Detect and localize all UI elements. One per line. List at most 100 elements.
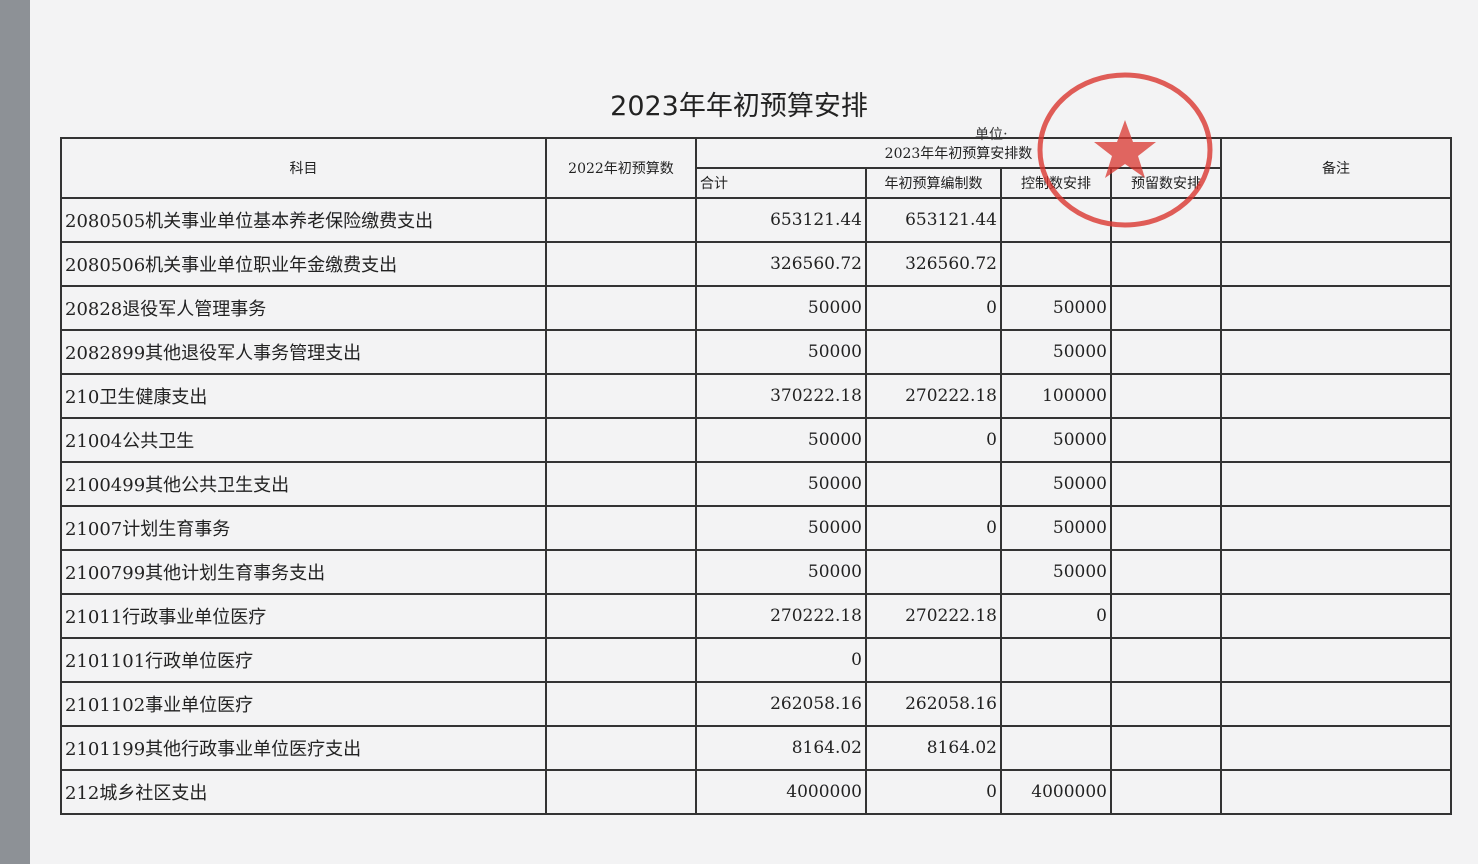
amount-cell: [545, 681, 697, 727]
amount-cell: 270222.18: [865, 373, 1002, 419]
amount-cell: [1220, 681, 1452, 727]
amount-cell: [1220, 241, 1452, 287]
subject-cell: 2080506机关事业单位职业年金缴费支出: [60, 241, 547, 287]
amount-cell: [1110, 593, 1222, 639]
amount-cell: [1110, 373, 1222, 419]
amount-cell: [1110, 505, 1222, 551]
amount-cell: 4000000: [1000, 769, 1112, 815]
amount-cell: 50000: [1000, 329, 1112, 375]
amount-cell: 653121.44: [865, 197, 1002, 243]
table-row: 21007计划生育事务 50000 0 50000: [60, 505, 1452, 551]
table-row: 2100799其他计划生育事务支出 50000 50000: [60, 549, 1452, 595]
amount-cell: 50000: [1000, 549, 1112, 595]
amount-cell: [1000, 637, 1112, 683]
table-row: 20828退役军人管理事务 50000 0 50000: [60, 285, 1452, 331]
amount-cell: [1220, 725, 1452, 771]
amount-cell: [865, 329, 1002, 375]
table-row: 2101199其他行政事业单位医疗支出 8164.02 8164.02: [60, 725, 1452, 771]
amount-cell: 50000: [1000, 505, 1112, 551]
amount-cell: [1110, 549, 1222, 595]
amount-cell: [1110, 725, 1222, 771]
amount-cell: [545, 505, 697, 551]
amount-cell: [1220, 373, 1452, 419]
amount-cell: [545, 285, 697, 331]
amount-cell: 50000: [695, 505, 867, 551]
amount-cell: 0: [695, 637, 867, 683]
table-row: 2080505机关事业单位基本养老保险缴费支出 653121.44 653121.4…: [60, 197, 1452, 243]
amount-cell: 0: [865, 285, 1002, 331]
amount-cell: [545, 373, 697, 419]
subject-cell: 210卫生健康支出: [60, 373, 547, 419]
table-row: 210卫生健康支出 370222.18 270222.18 100000: [60, 373, 1452, 419]
amount-cell: [1220, 461, 1452, 507]
table-row: 2080506机关事业单位职业年金缴费支出 326560.72 326560.72: [60, 241, 1452, 287]
amount-cell: [1110, 329, 1222, 375]
amount-cell: [865, 461, 1002, 507]
amount-cell: 0: [865, 505, 1002, 551]
table-row: 2101101行政单位医疗 0: [60, 637, 1452, 683]
amount-cell: 262058.16: [695, 681, 867, 727]
amount-cell: 326560.72: [695, 241, 867, 287]
subject-cell: 212城乡社区支出: [60, 769, 547, 815]
subject-cell: 2101102事业单位医疗: [60, 681, 547, 727]
subject-cell: 2100799其他计划生育事务支出: [60, 549, 547, 595]
amount-cell: [1110, 681, 1222, 727]
table-row: 2082899其他退役军人事务管理支出 50000 50000: [60, 329, 1452, 375]
subject-cell: 21007计划生育事务: [60, 505, 547, 551]
amount-cell: [545, 593, 697, 639]
amount-cell: [1110, 417, 1222, 463]
amount-cell: 370222.18: [695, 373, 867, 419]
amount-cell: [1220, 417, 1452, 463]
amount-cell: [545, 329, 697, 375]
header-prior: 2022年初预算数: [545, 137, 697, 199]
amount-cell: [1220, 549, 1452, 595]
amount-cell: 326560.72: [865, 241, 1002, 287]
amount-cell: [545, 725, 697, 771]
amount-cell: [1000, 681, 1112, 727]
amount-cell: [1000, 725, 1112, 771]
amount-cell: 50000: [695, 285, 867, 331]
red-seal: [1037, 72, 1213, 228]
amount-cell: 50000: [1000, 285, 1112, 331]
amount-cell: [1110, 197, 1222, 243]
amount-cell: [545, 769, 697, 815]
amount-cell: 50000: [695, 329, 867, 375]
amount-cell: [1110, 637, 1222, 683]
table-row: 21011行政事业单位医疗 270222.18 270222.18 0: [60, 593, 1452, 639]
subject-cell: 2080505机关事业单位基本养老保险缴费支出: [60, 197, 547, 243]
amount-cell: 50000: [1000, 417, 1112, 463]
amount-cell: [545, 549, 697, 595]
amount-cell: [545, 461, 697, 507]
amount-cell: [1220, 769, 1452, 815]
amount-cell: [545, 417, 697, 463]
subject-cell: 21011行政事业单位医疗: [60, 593, 547, 639]
amount-cell: 270222.18: [865, 593, 1002, 639]
amount-cell: [1220, 285, 1452, 331]
subject-cell: 20828退役军人管理事务: [60, 285, 547, 331]
amount-cell: 0: [865, 769, 1002, 815]
amount-cell: 262058.16: [865, 681, 1002, 727]
amount-cell: [1110, 461, 1222, 507]
amount-cell: [1110, 285, 1222, 331]
table-row: 2101102事业单位医疗 262058.16 262058.16: [60, 681, 1452, 727]
amount-cell: [1000, 241, 1112, 287]
amount-cell: [1220, 505, 1452, 551]
amount-cell: 270222.18: [695, 593, 867, 639]
header-total: 合计: [695, 167, 867, 199]
amount-cell: [1220, 593, 1452, 639]
amount-cell: 100000: [1000, 373, 1112, 419]
amount-cell: 50000: [695, 549, 867, 595]
amount-cell: [1220, 329, 1452, 375]
subject-cell: 2101101行政单位医疗: [60, 637, 547, 683]
amount-cell: [545, 637, 697, 683]
table-row: 21004公共卫生 50000 0 50000: [60, 417, 1452, 463]
amount-cell: 653121.44: [695, 197, 867, 243]
document-title: 2023年年初预算安排: [610, 91, 868, 122]
amount-cell: 50000: [695, 461, 867, 507]
table-body: 2080505机关事业单位基本养老保险缴费支出 653121.44 653121.4…: [60, 197, 1452, 815]
subject-cell: 2100499其他公共卫生支出: [60, 461, 547, 507]
subject-cell: 21004公共卫生: [60, 417, 547, 463]
amount-cell: 4000000: [695, 769, 867, 815]
header-budget: 年初预算编制数: [865, 167, 1002, 199]
